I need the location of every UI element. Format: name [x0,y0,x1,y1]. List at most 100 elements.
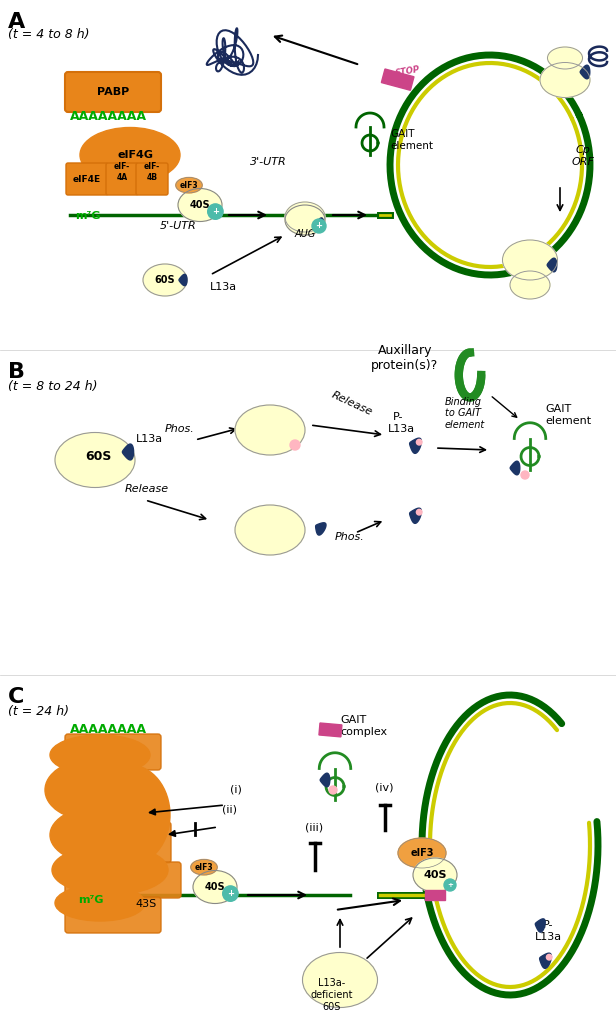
Text: +: + [227,889,234,898]
Text: AAAAAAAA: AAAAAAAA [70,110,147,123]
Text: eIF3: eIF3 [180,180,198,189]
Ellipse shape [80,128,180,182]
Text: (t = 24 h): (t = 24 h) [8,705,69,718]
Text: 60S: 60S [85,450,111,463]
Circle shape [223,886,238,901]
Circle shape [416,509,422,515]
Text: 5'-UTR: 5'-UTR [160,221,197,231]
Text: AUG: AUG [295,229,316,239]
Ellipse shape [55,885,145,921]
Circle shape [290,440,300,450]
Bar [425,890,445,900]
Ellipse shape [540,62,590,97]
Text: (t = 8 to 24 h): (t = 8 to 24 h) [8,380,97,393]
Text: eIF4G: eIF4G [117,150,153,160]
FancyBboxPatch shape [65,772,131,823]
Ellipse shape [55,432,135,487]
Polygon shape [123,444,134,460]
Polygon shape [315,523,326,536]
Text: L13a: L13a [388,424,415,434]
FancyBboxPatch shape [106,163,138,195]
Ellipse shape [90,765,170,865]
FancyBboxPatch shape [65,734,161,770]
Text: L13a: L13a [136,434,163,444]
Text: GAIT
complex: GAIT complex [340,716,387,737]
Text: eIF3: eIF3 [410,848,434,858]
Text: (iv): (iv) [375,782,394,792]
Polygon shape [410,508,421,523]
Ellipse shape [178,188,222,221]
Circle shape [416,439,422,445]
Polygon shape [540,953,551,969]
Circle shape [208,204,223,219]
Ellipse shape [176,177,202,193]
Ellipse shape [143,264,187,296]
Bar [319,723,342,737]
Ellipse shape [548,47,583,69]
Text: eIF3: eIF3 [195,862,213,871]
Ellipse shape [193,870,237,903]
Text: m⁷G: m⁷G [75,211,100,221]
Bar [381,69,414,90]
Text: PABP: PABP [97,87,129,97]
Ellipse shape [285,202,325,232]
Polygon shape [317,218,323,228]
Text: Phos.: Phos. [165,424,195,434]
Ellipse shape [510,271,550,299]
Text: 43S: 43S [135,899,156,909]
Text: Binding
to GAIT
element: Binding to GAIT element [445,396,485,430]
Ellipse shape [52,845,168,895]
Text: L13a-
deficient
60S: L13a- deficient 60S [310,978,353,1012]
Text: P-
L13a: P- L13a [535,921,562,942]
Text: eIF-
4A: eIF- 4A [114,162,130,181]
Polygon shape [580,66,590,79]
Text: C: C [8,687,25,707]
Ellipse shape [285,205,325,234]
Text: STOP: STOP [395,65,421,78]
Polygon shape [510,461,520,475]
FancyBboxPatch shape [136,163,168,195]
Polygon shape [320,773,330,786]
Ellipse shape [413,858,457,892]
Polygon shape [547,258,557,271]
Ellipse shape [398,838,446,868]
Text: Phos.: Phos. [335,532,365,542]
Text: Auxillary
protein(s)?: Auxillary protein(s)? [371,344,439,372]
Text: B: B [8,362,25,382]
Text: Release: Release [330,389,374,417]
Text: +: + [315,221,323,230]
Text: GAIT
element: GAIT element [390,129,433,151]
Circle shape [546,954,552,961]
Ellipse shape [235,505,305,555]
Ellipse shape [50,735,150,775]
Text: 3'-UTR: 3'-UTR [250,157,287,167]
FancyBboxPatch shape [65,862,181,898]
Text: 40S: 40S [423,870,447,880]
Text: P-: P- [393,412,403,422]
Text: A: A [8,12,25,32]
FancyBboxPatch shape [66,163,108,195]
Text: +: + [447,882,453,888]
Ellipse shape [302,952,378,1008]
Polygon shape [410,438,421,454]
Text: 40S: 40S [190,200,210,210]
Ellipse shape [503,240,557,280]
Ellipse shape [50,805,160,865]
Text: m⁷G: m⁷G [78,895,103,905]
Circle shape [444,879,456,891]
Text: (ii): (ii) [222,805,237,815]
Text: Cp
ORF: Cp ORF [572,145,594,167]
Circle shape [312,219,326,233]
Text: 60S: 60S [155,275,176,285]
Circle shape [329,786,337,794]
Text: 40S: 40S [205,882,225,892]
Text: AAAAAAAA: AAAAAAAA [70,723,147,736]
Text: +: + [212,207,219,216]
FancyBboxPatch shape [65,897,161,933]
Text: (iii): (iii) [305,822,323,831]
Circle shape [521,471,529,479]
Ellipse shape [191,859,217,874]
Polygon shape [179,274,187,286]
Ellipse shape [235,406,305,455]
Text: Release: Release [125,484,169,494]
